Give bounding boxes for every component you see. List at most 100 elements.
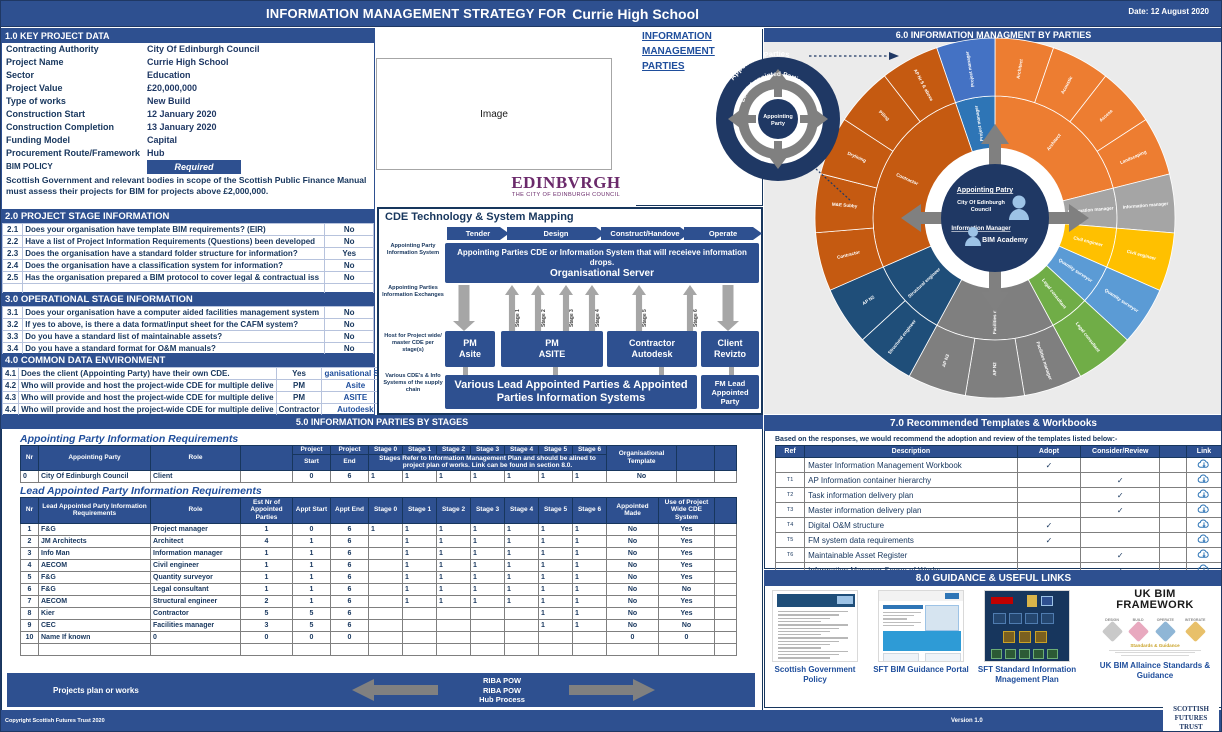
- cde-host-tool: Revizto: [713, 349, 746, 359]
- cde-phase-chevron[interactable]: Construct/Handove: [601, 227, 689, 240]
- question-answer[interactable]: No: [324, 259, 374, 272]
- cell-link[interactable]: [1186, 487, 1221, 503]
- riba-left-arrow-icon[interactable]: [352, 679, 438, 701]
- cde-row-label: Host for Project wide/ master CDE per st…: [384, 333, 442, 353]
- cloud-download-icon[interactable]: [1196, 533, 1212, 545]
- cell-link[interactable]: [1186, 517, 1221, 533]
- cde-phase-chevron[interactable]: Operate: [684, 227, 762, 240]
- cell-link[interactable]: [1186, 547, 1221, 563]
- cell-ref: T4: [774, 517, 806, 533]
- cell-link[interactable]: [1186, 472, 1221, 488]
- kpd-value: 13 January 2020: [147, 122, 217, 132]
- question-answer[interactable]: No: [324, 306, 374, 319]
- cloud-download-icon[interactable]: [1196, 488, 1212, 500]
- project-image-placeholder[interactable]: Image: [376, 58, 612, 170]
- cell-adopt: [1016, 487, 1082, 503]
- kpd-value: Currie High School: [147, 57, 229, 67]
- guidance-item[interactable]: Scottish Government Policy: [765, 590, 865, 685]
- cell-ref: T3: [774, 502, 806, 518]
- cell-role: Contractor: [150, 606, 241, 620]
- cell-party: JM Architects: [38, 534, 151, 548]
- section-1-body: Contracting Authority City Of Edinburgh C…: [1, 43, 375, 210]
- cloud-download-icon[interactable]: [1196, 458, 1212, 470]
- guidance-item[interactable]: UK BIM FRAMEWORK DESIGN BUILD OPERATE INTEGRA…: [1095, 588, 1215, 681]
- cde-phase-chevron[interactable]: Tender: [447, 227, 509, 240]
- cloud-download-icon[interactable]: [1196, 473, 1212, 485]
- cell-stage-5: 1: [538, 534, 573, 548]
- table-row: 10 Name If known 0 0 0 0 0 0: [20, 630, 737, 644]
- key-project-data-row: Sector Education: [2, 69, 374, 82]
- ukbim-sub-caption: Standards & Guidance: [1130, 643, 1180, 648]
- question-answer[interactable]: PM: [275, 379, 323, 392]
- sft-standard-information-management-plan-thumbnail[interactable]: [984, 590, 1070, 662]
- cell-ref: T1: [774, 472, 806, 488]
- section-5-heading: 5.0 INFORMATION PARTIES BY STAGES: [1, 415, 763, 429]
- sunburst-outer-segment[interactable]: [883, 47, 956, 123]
- guidance-item[interactable]: SFT BIM Guidance Portal: [871, 590, 971, 675]
- question-answer[interactable]: Contractor: [275, 403, 323, 416]
- guidance-caption: Scottish Government Policy: [774, 665, 856, 684]
- cell-use-cde: No: [658, 618, 715, 632]
- cell-link[interactable]: [1186, 502, 1221, 518]
- cell-link[interactable]: [1186, 457, 1221, 473]
- cell-pad: [1159, 547, 1187, 563]
- question-answer[interactable]: PM: [275, 391, 323, 404]
- riba-right-arrow-icon[interactable]: [569, 679, 655, 701]
- kpd-value: £20,000,000: [147, 83, 198, 93]
- question-answer[interactable]: Yes: [324, 247, 374, 260]
- cloud-download-icon[interactable]: [1196, 503, 1212, 515]
- kpd-label: Procurement Route/Framework: [6, 148, 141, 158]
- cde-host-who: Client: [717, 338, 743, 348]
- question-answer[interactable]: No: [324, 271, 374, 284]
- cell-stage-4: 1: [504, 570, 539, 584]
- im-parties-line-2[interactable]: MANAGEMENT: [642, 46, 715, 57]
- cell-stage-1: [402, 630, 437, 644]
- image-placeholder-label: Image: [480, 108, 508, 120]
- cde-stage-label: Stage 4: [595, 309, 601, 327]
- cell-link[interactable]: [1186, 532, 1221, 548]
- cell-nr: 1: [20, 522, 39, 536]
- cde-phase-chevron[interactable]: Design: [507, 227, 605, 240]
- cell-stage-5: 1: [538, 594, 573, 608]
- question-answer[interactable]: No: [324, 223, 374, 236]
- cell-appointed-made: No: [606, 522, 659, 536]
- section-3-heading: 3.0 OPERATIONAL STAGE INFORMATION: [1, 293, 375, 306]
- question-answer[interactable]: No: [324, 235, 374, 248]
- question-answer[interactable]: Yes: [275, 367, 323, 380]
- scottish-government-policy-thumbnail[interactable]: [772, 590, 858, 662]
- question-number: 2.4: [1, 259, 24, 272]
- cell-appt-end: 6: [330, 522, 369, 536]
- cell-pad: [676, 469, 715, 483]
- question-answer[interactable]: No: [324, 342, 374, 355]
- cell-appt-start: 1: [292, 546, 331, 560]
- im-parties-line-3[interactable]: PARTIES: [642, 61, 685, 72]
- bim-policy-note: Scottish Government and relevant bodies …: [6, 175, 367, 196]
- col-head: [1159, 445, 1187, 458]
- cell-nr: 4: [20, 558, 39, 572]
- cloud-download-icon[interactable]: [1196, 548, 1212, 560]
- question-answer[interactable]: No: [324, 318, 374, 331]
- table-row: T3 Master information delivery plan ✓: [774, 502, 1221, 518]
- cell-appointed-made: No: [606, 582, 659, 596]
- cell-ref: T2: [774, 487, 806, 503]
- cell-stage-2: [436, 606, 471, 620]
- cell-stage-2: 1: [436, 469, 471, 483]
- cell-appt-start: 5: [292, 618, 331, 632]
- question-answer[interactable]: No: [324, 330, 374, 343]
- col-pad: [676, 445, 715, 471]
- guidance-item[interactable]: SFT Standard Information Mnagement Plan: [977, 590, 1077, 685]
- im-parties-line-1[interactable]: INFORMATION: [642, 31, 712, 42]
- cell-stage-6: 1: [572, 606, 607, 620]
- uk-bim-framework-thumbnail[interactable]: UK BIM FRAMEWORK DESIGN BUILD OPERATE INTEGRA…: [1099, 588, 1211, 657]
- kpd-value: City Of Edinburgh Council: [147, 44, 260, 54]
- col-head: Description: [804, 445, 1018, 458]
- cell-stage-0: [368, 546, 403, 560]
- key-project-data-row: Type of works New Build: [2, 95, 374, 108]
- table-row-empty: [20, 642, 737, 656]
- table-row: 7 AECOM Structural engineer 2 1 6 1 1 1 1 1 1 No Yes: [20, 594, 737, 608]
- table-row: Master Information Management Workbook ✓: [774, 457, 1221, 473]
- sft-bim-guidance-portal-thumbnail[interactable]: [878, 590, 964, 662]
- bim-policy-row: BIM POLICY Required: [2, 160, 374, 174]
- cloud-download-icon[interactable]: [1196, 518, 1212, 530]
- sunburst-center-circle: [941, 164, 1049, 272]
